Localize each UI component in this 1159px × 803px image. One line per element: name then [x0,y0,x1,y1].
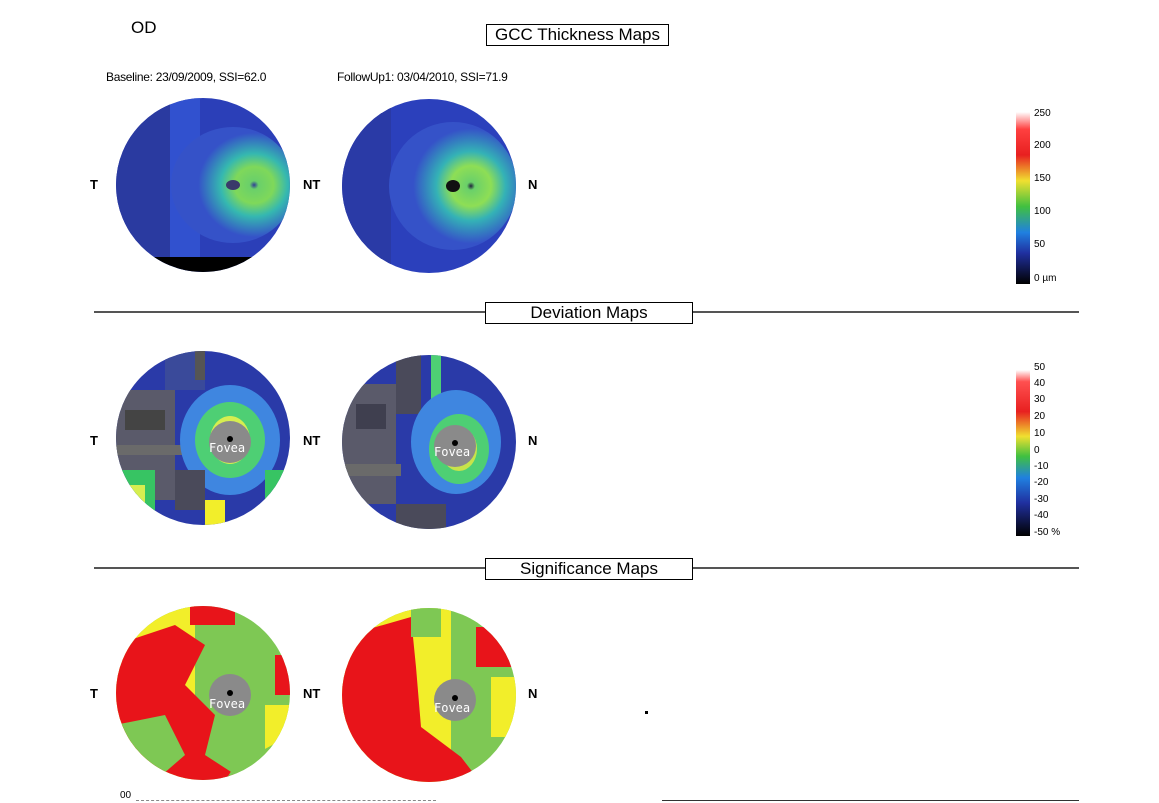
fovea-label: Fovea [209,441,246,455]
thickness-color-scale [1016,112,1030,284]
deviation-scale-tick: -40 [1034,510,1049,521]
baseline-significance-map [116,606,290,780]
deviation-scale-tick: 50 [1034,362,1046,373]
side-label-t: T [90,177,98,192]
fovea-label: Fovea [434,701,471,715]
deviation-maps-title: Deviation Maps [485,302,693,324]
followup-significance-map [342,608,516,782]
deviation-scale-tick: 10 [1034,428,1046,439]
side-label-n: N [528,177,538,192]
thickness-scale-tick: 50 [1034,239,1046,250]
bottom-rule [662,800,1079,801]
bottom-marker: 00 [120,790,132,801]
thickness-scale-tick: 0 µm [1034,273,1057,284]
followup-thickness-map [342,99,516,273]
deviation-scale-tick: 30 [1034,394,1046,405]
deviation-scale-tick: -10 [1034,461,1049,472]
eye-label: OD [131,18,157,37]
baseline-thickness-map [116,98,290,272]
side-label-n: N [528,686,538,701]
fovea-label: Fovea [209,697,246,711]
bottom-dashed-line [136,800,436,801]
deviation-scale-tick: -20 [1034,477,1049,488]
baseline-deviation-map [116,351,290,525]
deviation-scale-tick: 40 [1034,378,1046,389]
thickness-scale-tick: 200 [1034,140,1051,151]
thickness-scale-tick: 250 [1034,108,1051,119]
stray-dot [645,711,648,714]
side-label-nt: NT [303,433,321,448]
significance-maps-title: Significance Maps [485,558,693,580]
baseline-info: Baseline: 23/09/2009, SSI=62.0 [106,70,267,84]
followup-info: FollowUp1: 03/04/2010, SSI=71.9 [337,70,508,84]
deviation-scale-tick: 20 [1034,411,1046,422]
deviation-scale-tick: -50 % [1034,527,1061,538]
side-label-nt: NT [303,177,321,192]
side-label-n: N [528,433,538,448]
deviation-color-scale [1016,370,1030,536]
fovea-label: Fovea [434,445,471,459]
thickness-scale-tick: 100 [1034,206,1051,217]
side-label-t: T [90,686,98,701]
deviation-scale-tick: -30 [1034,494,1049,505]
thickness-maps-title: GCC Thickness Maps [486,24,670,46]
followup-deviation-map [342,355,516,529]
thickness-scale-tick: 150 [1034,173,1051,184]
side-label-t: T [90,433,98,448]
side-label-nt: NT [303,686,321,701]
deviation-scale-tick: 0 [1034,445,1040,456]
